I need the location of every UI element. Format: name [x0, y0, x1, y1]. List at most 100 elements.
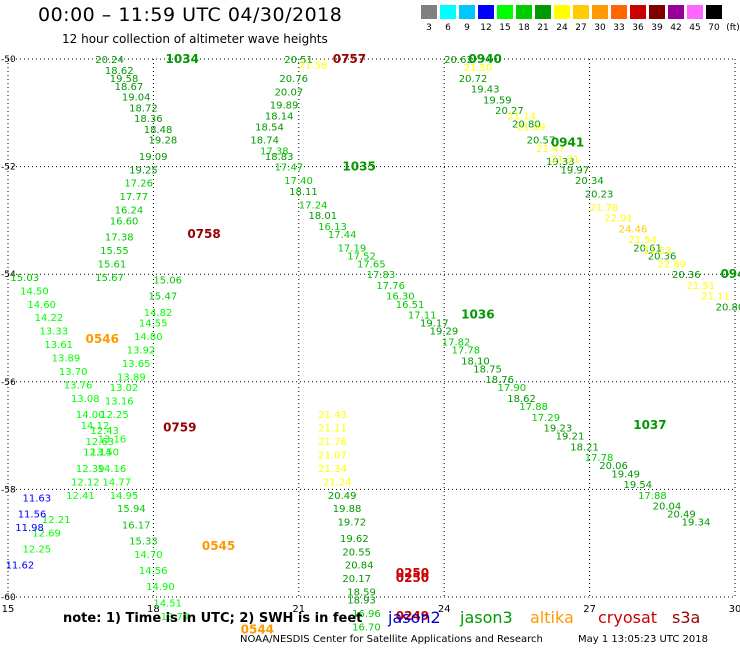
data-label: 14.60: [27, 300, 56, 311]
color-swatch: [459, 5, 475, 19]
data-label: 16.30: [386, 292, 415, 303]
data-label: 14.70: [134, 550, 163, 561]
data-label: 12.43: [90, 426, 119, 437]
color-scale-label: 30: [594, 23, 606, 33]
data-label: 19.54: [624, 480, 653, 491]
data-label: 20.34: [575, 176, 604, 187]
color-swatch: [668, 5, 684, 19]
data-label: 13.89: [52, 354, 81, 365]
data-label: 17.78: [585, 453, 614, 464]
time-annotation: 0758: [187, 227, 220, 241]
data-label: 17.47: [275, 163, 304, 174]
data-label: 13.92: [127, 346, 156, 357]
data-label: 19.58: [110, 74, 139, 85]
data-label: 18.62: [507, 394, 536, 405]
data-label: 20.06: [599, 461, 628, 472]
data-label: 20.17: [342, 574, 371, 585]
data-label: 20.57: [527, 136, 556, 147]
data-label: 15.55: [100, 246, 129, 257]
y-tick-label: -50: [1, 55, 16, 65]
data-label: 16.13: [318, 222, 347, 233]
data-label: 13.61: [44, 340, 73, 351]
legend-cryosat: cryosat: [598, 608, 658, 627]
time-annotation: 0940: [468, 52, 501, 66]
y-tick-label: -56: [1, 378, 16, 388]
color-scale-label: 6: [445, 23, 451, 33]
data-label: 12.69: [32, 528, 61, 539]
data-label: 13.33: [40, 327, 69, 338]
data-label: 21.58: [299, 60, 328, 71]
data-label: 14.00: [76, 410, 105, 421]
color-scale-label: 15: [499, 23, 511, 33]
color-swatch: [516, 5, 532, 19]
data-label: 20.23: [585, 190, 614, 201]
data-label: 19.62: [340, 534, 369, 545]
data-label: 20.84: [345, 561, 374, 572]
data-label: 12.12: [71, 477, 100, 488]
data-label: 16.96: [352, 609, 381, 620]
data-label: 17.40: [284, 176, 313, 187]
data-label: 21.31: [551, 155, 580, 166]
y-tick-label: -52: [1, 163, 16, 173]
data-label: 13.74: [161, 612, 190, 623]
data-label: 21.76: [318, 437, 347, 448]
data-label: 19.59: [483, 95, 512, 106]
data-label: 21.78: [590, 203, 619, 214]
data-label: 13.89: [117, 372, 146, 383]
color-swatch: [421, 5, 437, 19]
data-label: 18.48: [144, 125, 173, 136]
data-label: 14.16: [98, 464, 127, 475]
data-label: 21.09: [517, 122, 546, 133]
data-label: 19.28: [149, 136, 178, 147]
data-label: 18.21: [570, 442, 599, 453]
color-scale-label: 33: [613, 23, 625, 33]
time-annotation: 094: [720, 267, 740, 281]
data-label: 20.07: [275, 87, 304, 98]
data-label: 21.11: [318, 424, 347, 435]
data-label: 20.49: [667, 510, 696, 521]
x-tick-label: 15: [2, 604, 15, 615]
time-annotation: 0250: [396, 566, 429, 580]
data-label: 21.43: [318, 410, 347, 421]
data-label: 13.16: [105, 397, 134, 408]
data-label: 18.93: [347, 596, 376, 607]
color-scale-label: 12: [480, 23, 492, 33]
color-swatch: [592, 5, 608, 19]
data-label: 20.72: [459, 74, 488, 85]
data-label: 20.27: [495, 106, 524, 117]
data-label: 17.38: [260, 146, 289, 157]
color-scale-label: 36: [632, 23, 644, 33]
data-label: 12.25: [100, 410, 129, 421]
x-tick-label: 24: [438, 604, 451, 615]
data-label: 12.39: [76, 464, 105, 475]
data-label: 17.19: [338, 243, 367, 254]
data-label: 20.49: [328, 491, 357, 502]
color-scale-label: 3: [426, 23, 432, 33]
data-label: 18.11: [289, 187, 318, 198]
data-label: 12.25: [23, 545, 52, 556]
data-label: 15.03: [10, 273, 39, 284]
time-annotation: 1036: [461, 308, 494, 322]
x-tick-label: 27: [583, 604, 596, 615]
data-label: 17.38: [105, 233, 134, 244]
color-swatch: [687, 5, 703, 19]
data-label: 18.74: [250, 136, 279, 147]
time-annotation: 0759: [163, 421, 196, 435]
data-label: 11.98: [15, 523, 44, 534]
x-tick-label: 30: [729, 604, 740, 615]
data-label: 17.90: [498, 383, 527, 394]
data-label: 16.60: [110, 216, 139, 227]
color-swatch: [535, 5, 551, 19]
data-label: 18.36: [134, 114, 163, 125]
color-scale-unit: (ft): [726, 23, 740, 33]
data-label: 19.17: [420, 319, 449, 330]
data-label: 21.50: [464, 63, 493, 74]
data-label: 20.80: [512, 120, 541, 131]
color-swatch: [440, 5, 456, 19]
data-label: 13.50: [90, 448, 119, 459]
data-label: 17.88: [638, 491, 667, 502]
y-tick-label: -54: [1, 270, 16, 280]
data-label: 14.82: [144, 308, 173, 319]
data-label: 18.76: [485, 375, 514, 386]
data-label: 20.36: [672, 270, 701, 281]
